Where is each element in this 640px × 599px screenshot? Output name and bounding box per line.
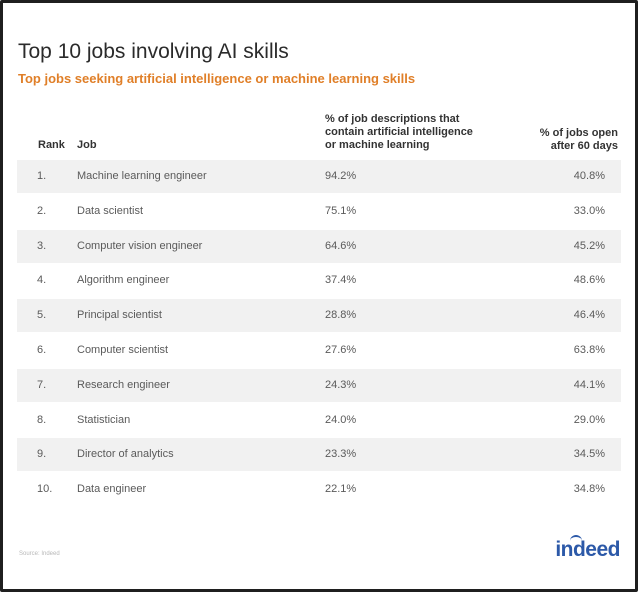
open-after-60-days-cell: 29.0% — [573, 413, 605, 426]
rank-cell: 7. — [37, 378, 47, 391]
job-cell: Algorithm engineer — [77, 274, 170, 287]
ai-percentage-cell: 37.4% — [325, 274, 357, 287]
header-ai-percentage: % of job descriptions that contain artif… — [325, 113, 495, 152]
table-row: 5. Principal scientist 28.8% 46.4% — [17, 299, 621, 333]
header-open-line: after 60 days — [550, 140, 618, 152]
header-job: Job — [77, 139, 97, 151]
rank-cell: 2. — [37, 204, 47, 217]
header-open-line: % of jobs open — [539, 127, 618, 139]
ai-percentage-cell: 28.8% — [325, 309, 357, 322]
header-ai-percentage-line: % of job descriptions that — [325, 113, 460, 125]
rank-cell: 5. — [37, 309, 47, 322]
rank-cell: 4. — [37, 274, 47, 287]
table-row: 9. Director of analytics 23.3% 34.5% — [17, 438, 621, 472]
table-row: 2. Data scientist 75.1% 33.0% — [17, 195, 621, 228]
indeed-logo: indeed — [555, 538, 620, 561]
table-row: 10. Data engineer 22.1% 34.8% — [17, 473, 621, 506]
open-after-60-days-cell: 45.2% — [573, 239, 605, 252]
job-cell: Computer vision engineer — [77, 239, 203, 252]
table-row: 8. Statistician 24.0% 29.0% — [17, 404, 621, 437]
ai-percentage-cell: 64.6% — [325, 239, 357, 252]
indeed-logo-arc-icon — [570, 535, 582, 543]
ai-percentage-cell: 24.3% — [325, 378, 357, 391]
open-after-60-days-cell: 33.0% — [573, 204, 605, 217]
rank-cell: 10. — [37, 483, 53, 496]
job-cell: Computer scientist — [77, 344, 169, 356]
open-after-60-days-cell: 44.1% — [573, 378, 605, 391]
open-after-60-days-cell: 40.8% — [573, 170, 605, 182]
job-cell: Data engineer — [77, 483, 147, 496]
rank-cell: 9. — [37, 448, 47, 461]
open-after-60-days-cell: 34.5% — [573, 448, 605, 461]
ai-percentage-cell: 22.1% — [325, 483, 357, 496]
source-note: Source: Indeed — [19, 551, 60, 557]
open-after-60-days-cell: 34.8% — [573, 483, 605, 496]
open-after-60-days-cell: 46.4% — [573, 309, 605, 322]
ai-percentage-cell: 27.6% — [325, 344, 357, 356]
rank-cell: 6. — [37, 344, 47, 356]
open-after-60-days-cell: 63.8% — [573, 344, 605, 356]
table-row: 4. Algorithm engineer 37.4% 48.6% — [17, 264, 621, 297]
ai-percentage-cell: 23.3% — [325, 448, 357, 461]
open-after-60-days-cell: 48.6% — [573, 274, 605, 287]
rank-cell: 8. — [37, 413, 47, 426]
header-ai-percentage-line: or machine learning — [325, 139, 430, 151]
header-ai-percentage-line: contain artificial intelligence — [325, 126, 473, 138]
job-cell: Machine learning engineer — [77, 170, 207, 182]
table-row: 7. Research engineer 24.3% 44.1% — [17, 368, 621, 402]
header-open-after-60-days: % of jobs open after 60 days — [508, 127, 618, 153]
chart-title: Top 10 jobs involving AI skills — [18, 40, 289, 63]
rank-cell: 3. — [37, 239, 47, 252]
table-row: 1. Machine learning engineer 94.2% 40.8% — [17, 160, 621, 193]
header-rank: Rank — [38, 139, 65, 151]
job-cell: Director of analytics — [77, 448, 174, 461]
job-cell: Principal scientist — [77, 309, 162, 322]
job-cell: Statistician — [77, 413, 131, 426]
job-cell: Research engineer — [77, 378, 170, 391]
rank-cell: 1. — [37, 170, 47, 182]
chart-subtitle: Top jobs seeking artificial intelligence… — [18, 71, 416, 86]
job-cell: Data scientist — [77, 204, 144, 217]
ai-percentage-cell: 75.1% — [325, 204, 357, 217]
ai-percentage-cell: 94.2% — [325, 170, 357, 182]
table-row: 6. Computer scientist 27.6% 63.8% — [17, 334, 621, 367]
ai-percentage-cell: 24.0% — [325, 413, 357, 426]
table-row: 3. Computer vision engineer 64.6% 45.2% — [17, 229, 621, 263]
